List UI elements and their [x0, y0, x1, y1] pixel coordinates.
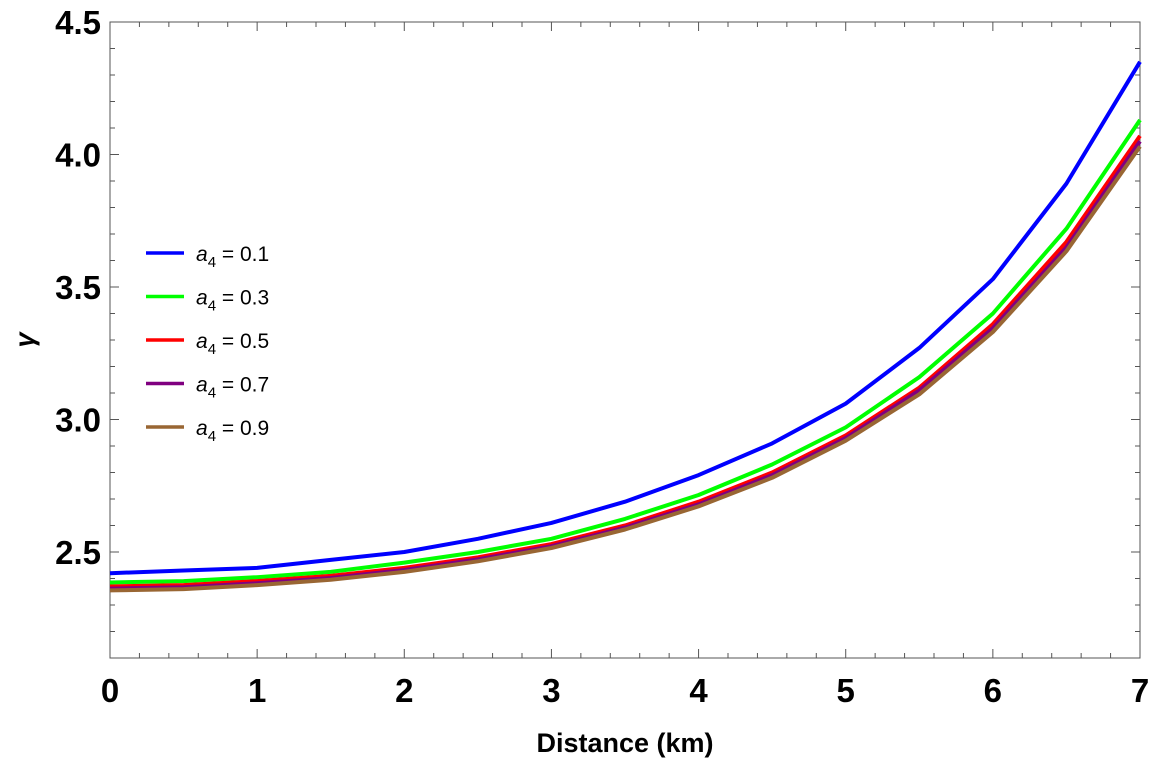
x-axis-title: Distance (km)	[536, 728, 713, 758]
x-tick-label: 5	[837, 672, 855, 709]
x-tick-label: 0	[101, 672, 119, 709]
x-tick-labels: 0 1 2 3 4 5 6 7	[101, 672, 1149, 709]
y-tick-label: 3.5	[55, 269, 101, 306]
legend-label: a4 = 0.3	[196, 287, 269, 315]
legend-label: a4 = 0.1	[196, 243, 269, 271]
series-line	[109, 60, 1142, 576]
legend-label: a4 = 0.9	[196, 417, 269, 445]
x-tick-label: 4	[689, 672, 708, 709]
x-tick-label: 6	[984, 672, 1002, 709]
series-line	[109, 118, 1142, 585]
x-tick-label: 2	[395, 672, 413, 709]
series-line	[109, 140, 1142, 591]
y-tick-label: 2.5	[55, 534, 101, 571]
series-line	[109, 134, 1142, 589]
y-axis-title: γ	[10, 331, 40, 348]
y-tick-label: 4.5	[55, 4, 101, 41]
series-line	[109, 145, 1142, 593]
series-lines	[109, 60, 1142, 593]
x-tick-label: 7	[1131, 672, 1149, 709]
x-tick-label: 3	[542, 672, 560, 709]
legend-label: a4 = 0.5	[196, 330, 269, 358]
y-tick-label: 4.0	[55, 137, 101, 174]
x-tick-label: 1	[248, 672, 266, 709]
y-tick-labels: 2.5 3.0 3.5 4.0 4.5	[55, 4, 101, 571]
y-tick-label: 3.0	[55, 402, 101, 439]
axis-ticks	[109, 21, 1141, 659]
legend-label: a4 = 0.7	[196, 374, 269, 402]
legend: a4 = 0.1 a4 = 0.3 a4 = 0.5 a4 = 0.7 a4 = 0.9	[146, 243, 269, 445]
